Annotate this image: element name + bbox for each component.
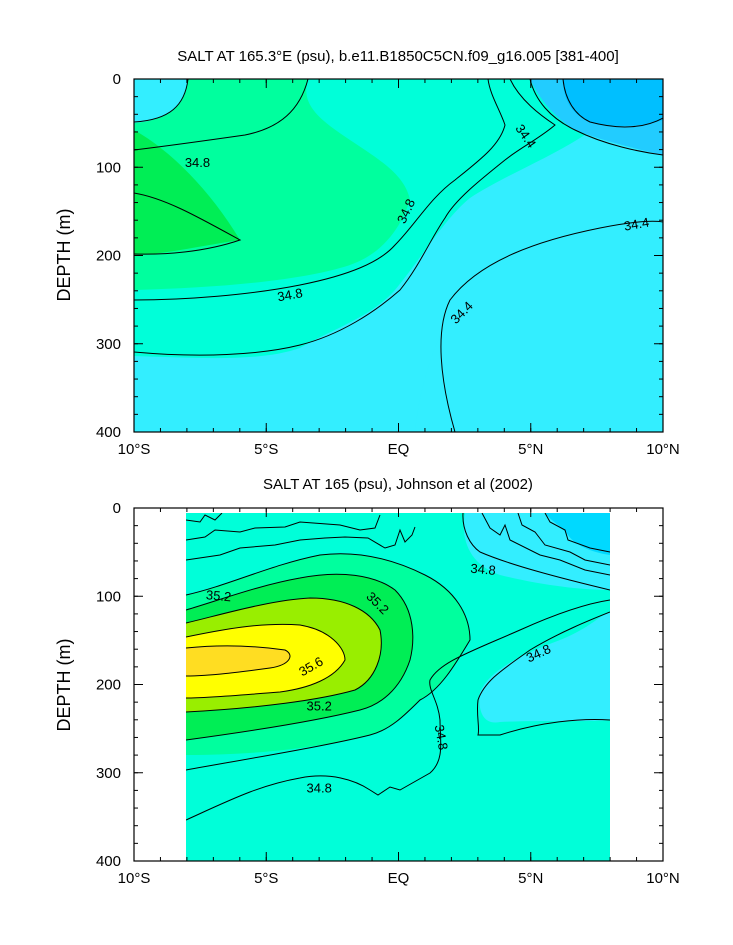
y-tick-label: 400 — [96, 424, 121, 441]
contour-label-text: 35.2 — [205, 587, 232, 604]
contour-label: 35.2 — [306, 699, 331, 714]
panel-1-ylabel: DEPTH (m) — [54, 209, 74, 302]
y-tick-label: 0 — [113, 500, 121, 517]
x-tick-label: EQ — [388, 441, 410, 458]
y-tick-label: 200 — [96, 248, 121, 265]
fill-band-35.0-top — [134, 79, 308, 152]
contour-label: 34.8 — [432, 724, 451, 752]
contour-label-text: 34.8 — [185, 155, 210, 170]
panel-1-field: 34.834.434.8 34.434.834.4 — [134, 79, 663, 432]
fill-band-35.2 — [134, 130, 240, 255]
contour-label: 34.8 — [470, 561, 497, 578]
x-tick-label: 10°S — [118, 441, 151, 458]
fill-band-34.4-nw — [134, 79, 188, 123]
fill-band-34.0-ne — [563, 79, 663, 126]
y-tick-label: 100 — [96, 588, 121, 605]
x-tick-label: 5°S — [254, 870, 278, 887]
contour-label: 34.8 — [185, 155, 210, 170]
y-tick-label: 400 — [96, 853, 121, 870]
y-tick-label: 100 — [96, 159, 121, 176]
fill-band-34.4-se — [415, 222, 663, 432]
y-tick-label: 0 — [113, 71, 121, 88]
panel-2-title: SALT AT 165 (psu), Johnson et al (2002) — [263, 476, 533, 493]
panel-1-title: SALT AT 165.3°E (psu), b.e11.B1850C5CN.f… — [177, 48, 619, 65]
panel-2: SALT AT 165 (psu), Johnson et al (2002) — [54, 476, 680, 887]
contour-label-text: 35.2 — [306, 699, 331, 714]
contour-label: 34.8 — [306, 781, 331, 796]
x-tick-label: 5°N — [518, 441, 543, 458]
contour-label-text: 34.8 — [276, 285, 304, 304]
contour-label-text: 34.4 — [623, 215, 651, 234]
contour-label-text: 34.8 — [470, 561, 497, 578]
contour-label: 35.2 — [205, 587, 232, 604]
x-tick-label: 10°N — [646, 441, 680, 458]
panel-2-field: 35.2 35.234.835.634.835.234.834.8 — [186, 513, 610, 861]
fill-band-34.4-ne — [545, 513, 610, 555]
y-tick-label: 200 — [96, 677, 121, 694]
x-tick-label: 10°N — [646, 870, 680, 887]
x-tick-label: 5°N — [518, 870, 543, 887]
contour-label-text: 34.8 — [306, 781, 331, 796]
x-tick-label: 10°S — [118, 870, 151, 887]
panel-2-ylabel: DEPTH (m) — [54, 639, 74, 732]
y-tick-label: 300 — [96, 765, 121, 782]
panel-1: SALT AT 165.3°E (psu), b.e11.B1850C5CN.f… — [54, 48, 680, 458]
y-tick-label: 300 — [96, 336, 121, 353]
x-tick-label: EQ — [388, 870, 410, 887]
contour-label-text: 34.8 — [432, 724, 451, 752]
x-tick-label: 5°S — [254, 441, 278, 458]
contour-label: 34.4 — [623, 215, 651, 234]
panel-2-axes: 10°S 5°S EQ 5°N 10°N 0 100 200 300 400 — [96, 500, 680, 887]
contour-label: 34.8 — [276, 285, 304, 304]
panel-1-axes: 10°S 5°S EQ 5°N 10°N 0 100 200 300 400 — [96, 71, 680, 458]
